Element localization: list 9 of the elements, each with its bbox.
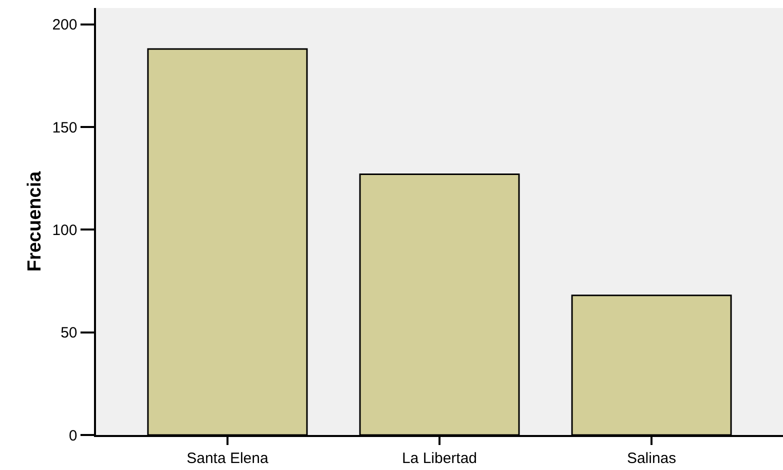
y-tick-label: 150 — [52, 119, 78, 136]
y-tick-label: 0 — [68, 427, 78, 444]
x-tick-label: La Libertad — [402, 450, 478, 467]
y-axis-title: Frecuencia — [24, 170, 46, 272]
y-tick-label: 100 — [52, 222, 78, 239]
x-tick-label: Salinas — [626, 450, 676, 467]
y-tick-label: 200 — [52, 16, 78, 34]
y-tick-label: 50 — [60, 324, 78, 342]
x-tick-label: Santa Elena — [186, 450, 269, 467]
